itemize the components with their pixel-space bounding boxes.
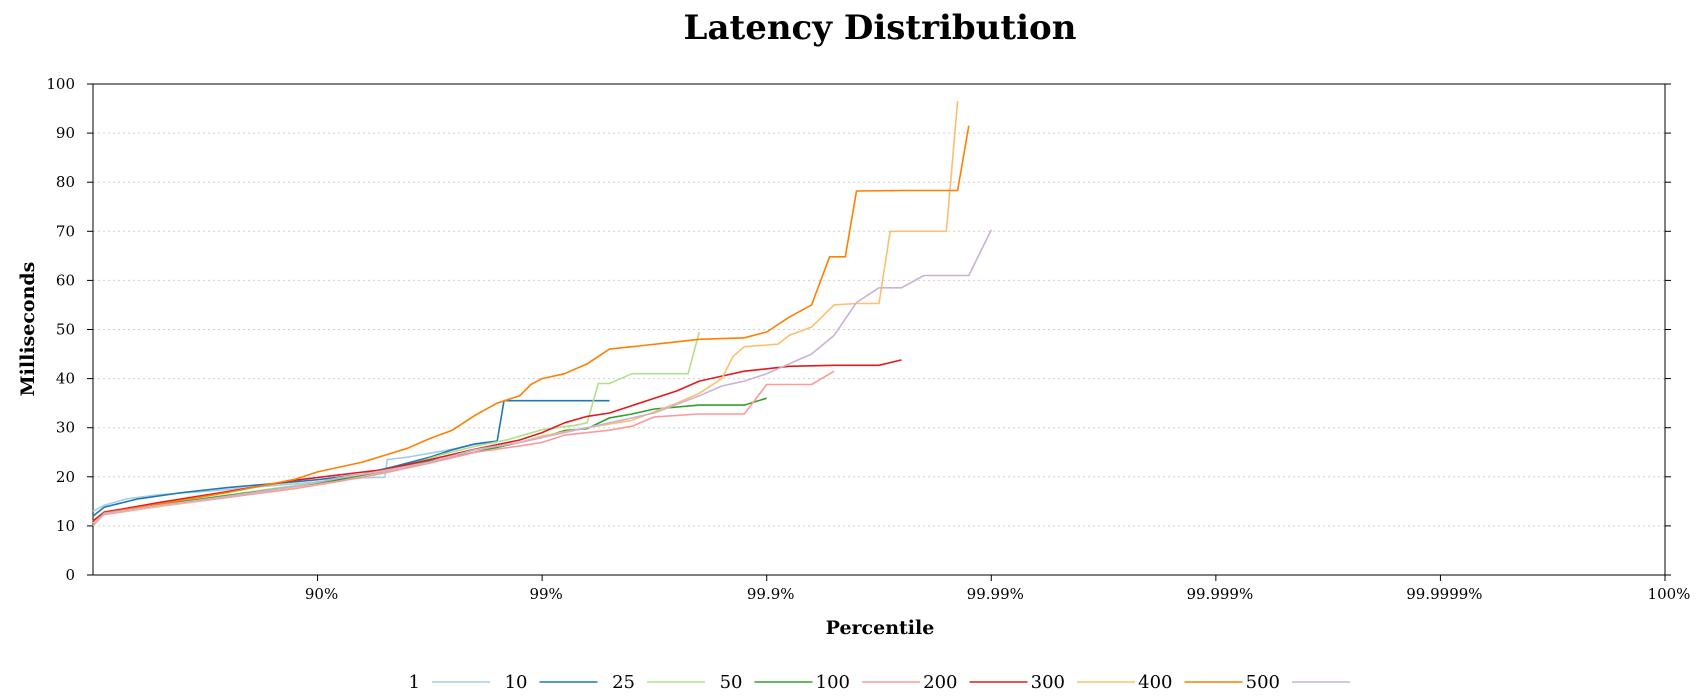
y-tick-label: 100 (46, 75, 75, 93)
legend-label-100: 100 (816, 672, 850, 693)
series-line-300 (92, 101, 959, 525)
series-line-10 (92, 399, 610, 517)
grid-layer (93, 132, 1665, 527)
x-tick-label: 100% (1648, 585, 1691, 603)
series-line-50 (92, 397, 767, 522)
series-layer (92, 101, 993, 527)
legend-label-50: 50 (720, 672, 743, 693)
series-line-400 (92, 125, 970, 527)
x-tick-label: 99.999% (1186, 585, 1253, 603)
y-tick-label: 10 (56, 517, 75, 535)
chart-title: Latency Distribution (683, 8, 1077, 48)
legend-label-25: 25 (612, 672, 635, 693)
legend-label-200: 200 (923, 672, 957, 693)
x-tick-label: 99.99% (967, 585, 1024, 603)
x-tick-label: 99.9% (747, 585, 795, 603)
legend-label-300: 300 (1031, 672, 1065, 693)
series-line-200 (92, 359, 902, 522)
legend-layer: 1 10 25 50 100 200 300 400 500 (409, 672, 1350, 693)
y-axis-label: Milliseconds (17, 262, 39, 397)
y-tick-label: 80 (56, 173, 75, 191)
legend-label-10: 10 (505, 672, 528, 693)
axis-layer: 0 10 20 30 40 50 60 70 80 90 100 90% 99% 99.9% 99.99% 9… (46, 75, 1690, 603)
x-tick-label: 99% (529, 585, 562, 603)
y-tick-label: 20 (56, 468, 75, 486)
series-line-500 (92, 229, 993, 527)
y-tick-label: 0 (65, 566, 75, 584)
legend-label-500: 500 (1246, 672, 1280, 693)
y-tick-label: 40 (56, 370, 75, 388)
legend-label-400: 400 (1138, 672, 1172, 693)
x-tick-label: 99.9999% (1406, 585, 1482, 603)
y-tick-label: 30 (56, 419, 75, 437)
y-tick-label: 90 (56, 124, 75, 142)
y-tick-label: 70 (56, 222, 75, 240)
x-axis-label: Percentile (826, 617, 935, 639)
y-tick-label: 60 (56, 271, 75, 289)
series-line-100 (92, 370, 835, 525)
legend-label-1: 1 (409, 672, 420, 693)
y-tick-label: 50 (56, 321, 75, 339)
x-tick-label: 90% (305, 585, 338, 603)
